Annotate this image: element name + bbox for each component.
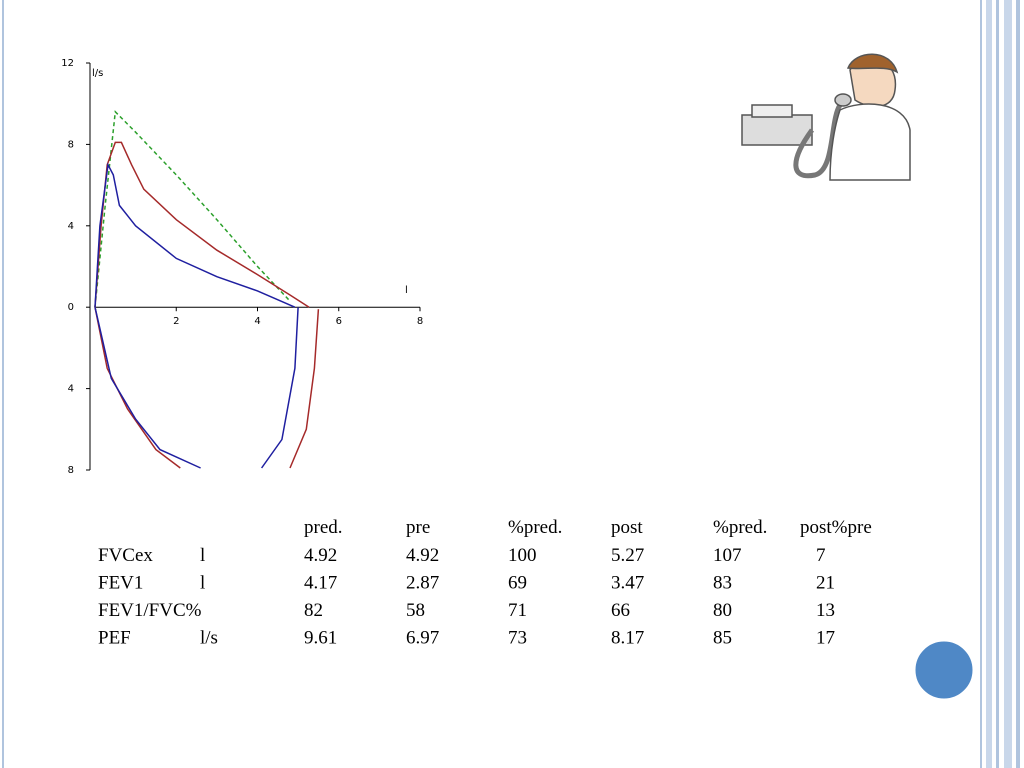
table-cell: 3.47 [611,573,644,594]
right-stripes [980,0,1020,768]
table-cell: 85 [713,628,732,649]
table-cell: 7 [816,545,826,566]
y-axis-label: l/s [92,68,103,79]
table-cell: 82 [304,600,323,621]
y-tick-label: 4 [68,221,74,232]
table-header: post%pre [800,517,872,538]
table-header: %pred. [713,517,767,538]
y-tick-label: 8 [68,465,74,476]
spirometer-illustration [741,53,911,181]
x-axis-label: l [405,285,408,296]
table-cell: 58 [406,600,425,621]
row-label: FEV1/FVC% [98,600,202,621]
y-tick-label: 12 [61,58,74,69]
row-label: FVCex [98,545,153,566]
decor-circle [912,638,976,702]
table-cell: 66 [611,600,630,621]
table-cell: 83 [713,573,732,594]
x-tick-label: 6 [336,316,342,327]
row-label: FEV1 [98,573,143,594]
row-unit: l [200,545,205,566]
row-unit: l/s [200,628,218,649]
table-cell: 4.92 [304,545,337,566]
flow-volume-curve [94,307,299,469]
row-label: PEF [98,628,131,649]
x-tick-label: 2 [173,316,179,327]
table-header: pre [406,517,430,538]
table-header: pred. [304,517,343,538]
y-tick-label: 0 [68,302,74,313]
table-cell: 100 [508,545,537,566]
table-cell: 4.17 [304,573,337,594]
table-cell: 2.87 [406,573,439,594]
table-cell: 9.61 [304,628,337,649]
table-cell: 69 [508,573,527,594]
flow-volume-curve [94,110,291,308]
table-cell: 4.92 [406,545,439,566]
x-tick-label: 4 [254,316,260,327]
y-tick-label: 8 [68,139,74,150]
table-cell: 73 [508,628,527,649]
table-cell: 80 [713,600,732,621]
x-tick-label: 8 [417,316,423,327]
table-cell: 5.27 [611,545,644,566]
row-unit: l [200,573,205,594]
table-cell: 6.97 [406,628,439,649]
flow-volume-curve [94,307,320,469]
table-cell: 8.17 [611,628,644,649]
table-cell: 107 [713,545,742,566]
y-tick-label: 4 [68,384,74,395]
table-cell: 13 [816,600,835,621]
table-cell: 71 [508,600,527,621]
table-header: %pred. [508,517,562,538]
table-cell: 21 [816,573,835,594]
table-cell: 17 [816,628,835,649]
flow-volume-curve [94,162,296,308]
table-header: post [611,517,643,538]
